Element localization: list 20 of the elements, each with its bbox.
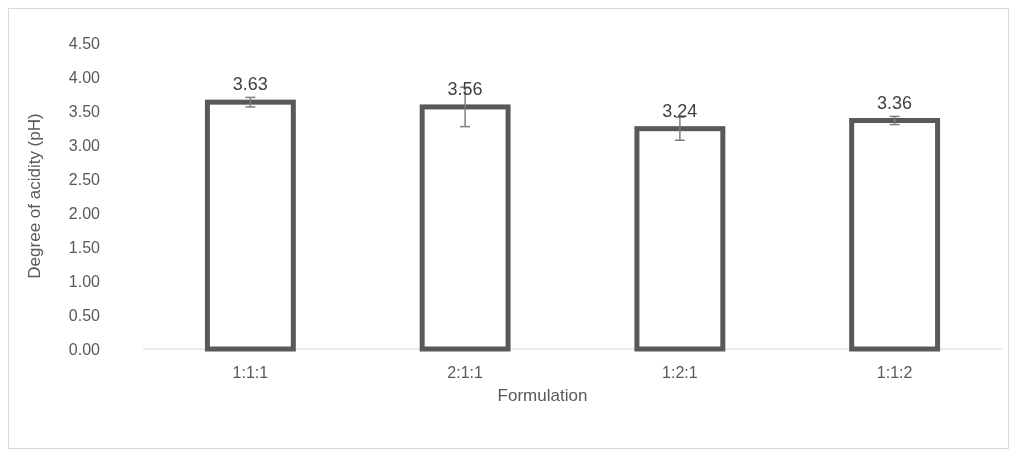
y-axis-title: Degree of acidity (pH)	[25, 113, 44, 279]
y-tick-label: 3.00	[68, 137, 101, 154]
x-axis-title: Formulation	[497, 386, 588, 405]
y-tick-label: 4.50	[68, 35, 101, 52]
x-tick-label: 1:1:1	[232, 364, 269, 381]
y-tick-label: 4.00	[68, 69, 101, 86]
y-tick-label: 1.50	[68, 239, 101, 256]
data-label: 3.56	[447, 78, 483, 99]
data-label: 3.24	[662, 100, 698, 121]
y-tick-label: 1.00	[68, 273, 101, 290]
x-tick-label: 1:1:2	[876, 364, 913, 381]
x-tick-label: 2:1:1	[447, 364, 484, 381]
y-tick-label: 0.50	[68, 307, 101, 324]
y-tick-label: 2.00	[68, 205, 101, 222]
y-tick-label: 0.00	[68, 341, 101, 358]
x-tick-label: 1:2:1	[662, 364, 698, 381]
y-tick-label: 3.50	[68, 103, 101, 120]
y-tick-label: 2.50	[68, 171, 101, 188]
data-label: 3.63	[232, 74, 268, 95]
data-label: 3.36	[877, 92, 913, 113]
